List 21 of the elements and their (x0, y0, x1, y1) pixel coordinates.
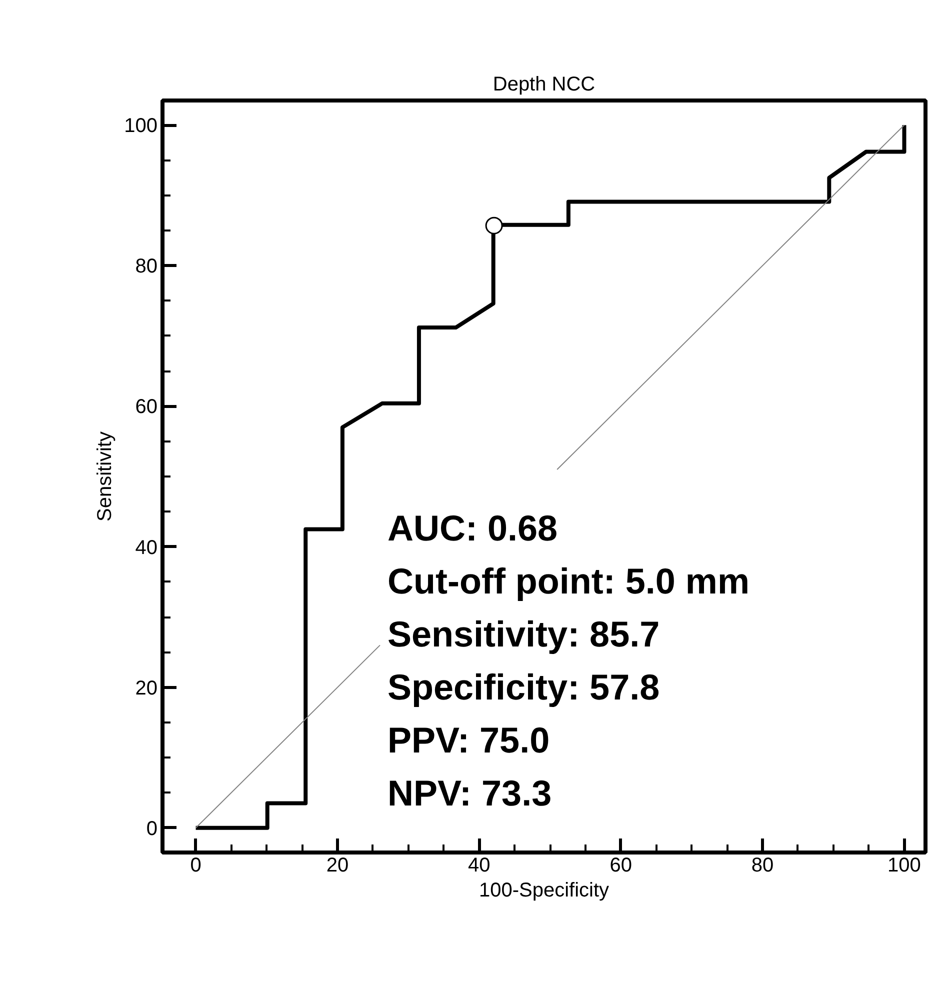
annotation: PPV: 75.0 (388, 720, 550, 760)
chart-title: Depth NCC (492, 74, 596, 96)
y-tick-label: 100 (124, 115, 158, 138)
annotation: Sensitivity: 85.7 (388, 614, 660, 654)
x-tick-label: 100 (888, 854, 921, 876)
x-tick-label: 40 (468, 854, 490, 876)
x-axis-title: 100-Specificity (478, 880, 610, 902)
annotation: Cut-off point: 5.0 mm (388, 560, 750, 602)
y-tick-label: 60 (135, 396, 158, 418)
y-tick-label: 80 (135, 256, 158, 278)
x-tick-label: 20 (326, 854, 349, 876)
x-tick-label: 60 (610, 854, 632, 876)
annotation: Specificity: 57.8 (388, 666, 660, 708)
annotation: AUC: 0.68 (388, 508, 558, 548)
annotation: NPV: 73.3 (388, 772, 552, 814)
y-tick-label: 0 (146, 818, 158, 840)
y-tick-label: 20 (135, 677, 158, 700)
y-axis-title: Sensitivity (94, 431, 116, 522)
x-tick-label: 80 (751, 854, 774, 876)
y-tick-label: 40 (135, 536, 158, 559)
x-tick-label: 0 (190, 854, 202, 876)
